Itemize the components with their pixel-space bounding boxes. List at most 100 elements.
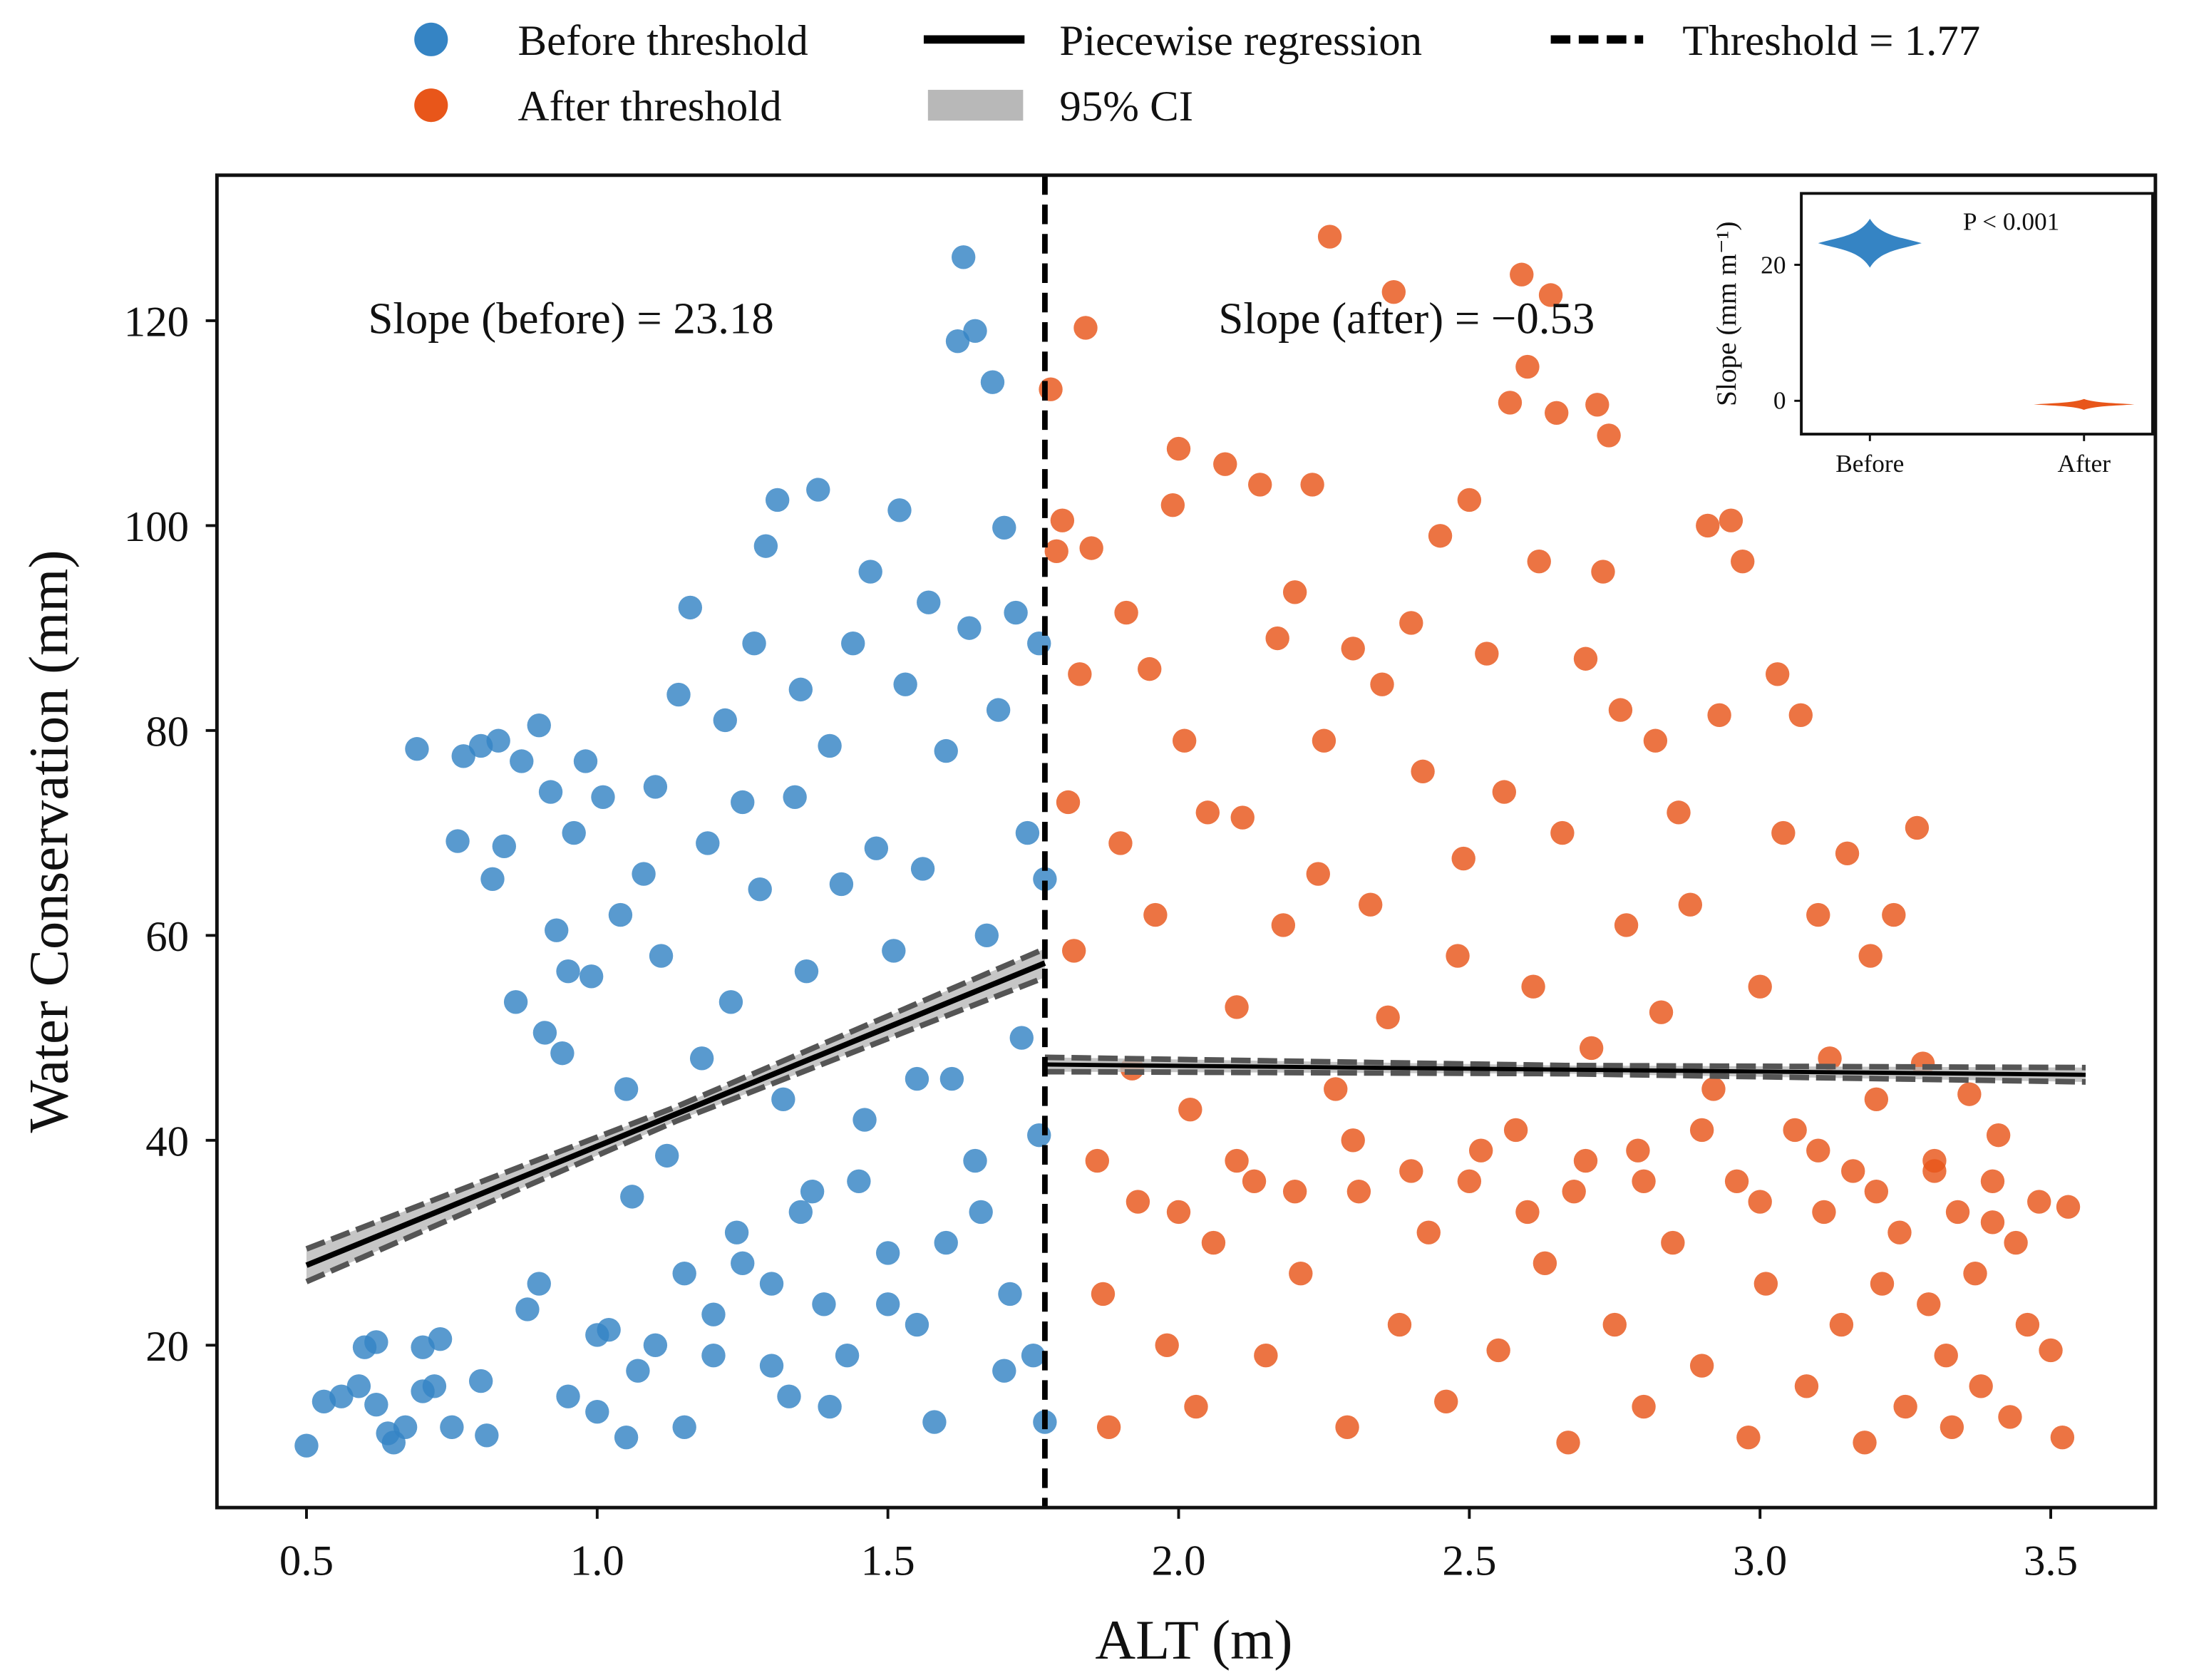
data-point-after bbox=[1434, 1389, 1458, 1414]
data-point-before bbox=[1015, 820, 1040, 845]
data-point-after bbox=[1346, 1179, 1371, 1204]
data-point-after bbox=[2015, 1312, 2040, 1337]
data-point-before bbox=[591, 785, 615, 809]
data-point-after bbox=[1748, 1190, 1772, 1214]
data-point-after bbox=[1905, 815, 1930, 840]
data-point-after bbox=[1387, 1312, 1412, 1337]
data-point-before bbox=[329, 1384, 354, 1408]
ci-upper-after bbox=[1044, 1054, 2086, 1071]
data-point-after bbox=[1324, 1077, 1348, 1101]
inset-y-label: Slope (mm m⁻¹) bbox=[1711, 222, 1742, 406]
data-point-after bbox=[1689, 1354, 1714, 1378]
data-point-after bbox=[1492, 780, 1516, 804]
data-point-after bbox=[1864, 1179, 1889, 1204]
data-point-after bbox=[1864, 1087, 1889, 1112]
data-point-before bbox=[910, 857, 935, 881]
data-point-after bbox=[1980, 1210, 2005, 1235]
data-point-after bbox=[1678, 892, 1703, 917]
data-point-before bbox=[346, 1374, 371, 1398]
data-point-after bbox=[1882, 902, 1906, 927]
annotation-slope-after: Slope (after) = −0.53 bbox=[1218, 294, 1595, 344]
inset-background bbox=[1679, 179, 2151, 488]
data-point-after bbox=[1178, 1098, 1202, 1122]
data-point-before bbox=[992, 515, 1016, 540]
data-point-after bbox=[1783, 1118, 1807, 1143]
data-point-after bbox=[1282, 580, 1307, 604]
data-point-after bbox=[1044, 539, 1068, 564]
data-point-before bbox=[614, 1425, 639, 1450]
x-axis-label: ALT (m) bbox=[1095, 1609, 1292, 1671]
data-point-after bbox=[1155, 1333, 1179, 1357]
ci-lower-after bbox=[1044, 1068, 2086, 1085]
data-point-before bbox=[788, 1200, 813, 1225]
data-point-before bbox=[672, 1415, 696, 1439]
data-point-before bbox=[998, 1282, 1022, 1307]
legend-label-threshold: Threshold = 1.77 bbox=[1682, 17, 1980, 65]
data-point-after bbox=[1858, 944, 1882, 968]
inset-violin-chart: P < 0.001 Slope (mm m⁻¹) Before After 0 … bbox=[1679, 179, 2154, 488]
x-tick-label: 2.5 bbox=[1442, 1537, 1496, 1584]
data-point-before bbox=[486, 728, 510, 753]
data-point-after bbox=[1626, 1138, 1650, 1163]
data-point-after bbox=[1376, 1005, 1400, 1030]
data-point-after bbox=[1126, 1190, 1150, 1214]
data-point-before bbox=[835, 1343, 860, 1368]
data-point-before bbox=[655, 1143, 679, 1168]
data-point-before bbox=[678, 595, 703, 620]
data-point-after bbox=[1091, 1282, 1116, 1307]
data-point-after bbox=[1533, 1251, 1557, 1275]
data-point-after bbox=[1765, 662, 1790, 686]
data-point-after bbox=[1579, 1036, 1604, 1061]
data-point-after bbox=[1986, 1123, 2011, 1148]
data-point-before bbox=[788, 677, 813, 702]
data-point-after bbox=[1562, 1179, 1586, 1204]
data-point-before bbox=[753, 534, 778, 558]
data-point-before bbox=[922, 1410, 947, 1434]
data-point-after bbox=[1980, 1169, 2005, 1194]
data-point-after bbox=[1771, 820, 1796, 845]
x-tick-label: 2.0 bbox=[1151, 1537, 1205, 1584]
data-point-after bbox=[1945, 1200, 1970, 1225]
data-point-before bbox=[1033, 867, 1057, 891]
data-point-after bbox=[1707, 703, 1731, 727]
data-point-after bbox=[2050, 1425, 2075, 1450]
data-point-after bbox=[1265, 626, 1289, 651]
data-point-before bbox=[963, 319, 987, 343]
data-point-before bbox=[440, 1415, 464, 1439]
data-point-after bbox=[1143, 902, 1168, 927]
data-point-after bbox=[1719, 508, 1744, 532]
data-point-before bbox=[393, 1415, 418, 1439]
data-point-after bbox=[1748, 974, 1772, 999]
inset-xtick-before: Before bbox=[1835, 450, 1904, 478]
data-point-before bbox=[934, 738, 958, 763]
data-point-before bbox=[672, 1261, 696, 1286]
data-point-after bbox=[1597, 423, 1621, 448]
data-point-after bbox=[2004, 1230, 2028, 1255]
data-point-after bbox=[1475, 641, 1499, 666]
y-tick-label: 100 bbox=[124, 503, 189, 551]
data-point-before bbox=[800, 1179, 825, 1204]
legend-label-ci: 95% CI bbox=[1059, 83, 1193, 130]
data-point-before bbox=[532, 1021, 557, 1045]
data-point-before bbox=[701, 1302, 726, 1326]
data-point-after bbox=[1498, 391, 1523, 415]
data-point-after bbox=[1515, 354, 1540, 379]
data-point-after bbox=[1381, 279, 1406, 304]
data-point-after bbox=[1934, 1343, 1958, 1368]
data-point-after bbox=[1254, 1343, 1278, 1368]
data-point-before bbox=[666, 682, 691, 707]
data-point-before bbox=[573, 749, 598, 773]
axes-frame bbox=[215, 173, 2158, 1510]
data-point-after bbox=[1056, 790, 1081, 815]
data-point-before bbox=[917, 590, 941, 614]
y-tick-label: 120 bbox=[124, 299, 189, 346]
data-point-before bbox=[858, 560, 882, 584]
data-point-before bbox=[742, 632, 766, 656]
data-point-after bbox=[1870, 1272, 1895, 1296]
data-point-before bbox=[847, 1169, 871, 1194]
data-point-before bbox=[952, 245, 976, 269]
data-point-before bbox=[405, 737, 429, 761]
legend-label-after: After threshold bbox=[518, 83, 782, 130]
data-point-after bbox=[1108, 831, 1133, 855]
data-point-after bbox=[1556, 1431, 1580, 1455]
